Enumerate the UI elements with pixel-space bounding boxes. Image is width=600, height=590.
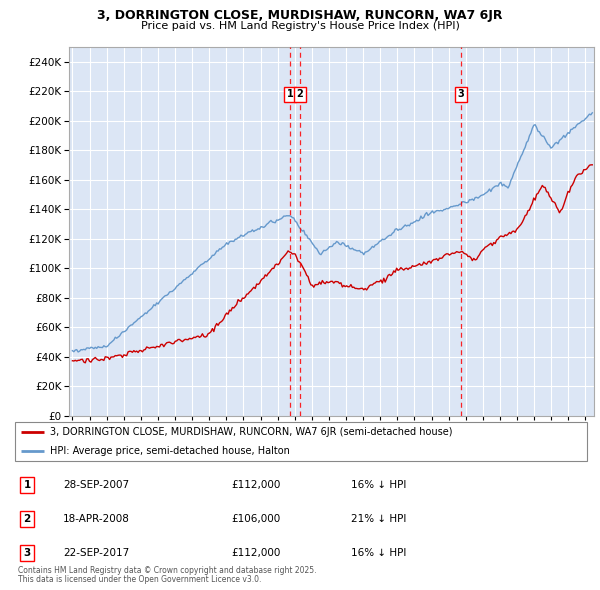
FancyBboxPatch shape [15, 422, 587, 461]
Text: 1: 1 [23, 480, 31, 490]
Text: 2: 2 [296, 90, 303, 99]
Text: 28-SEP-2007: 28-SEP-2007 [63, 480, 129, 490]
Text: 3, DORRINGTON CLOSE, MURDISHAW, RUNCORN, WA7 6JR: 3, DORRINGTON CLOSE, MURDISHAW, RUNCORN,… [97, 9, 503, 22]
Text: £112,000: £112,000 [231, 548, 280, 558]
Text: HPI: Average price, semi-detached house, Halton: HPI: Average price, semi-detached house,… [50, 446, 290, 456]
Text: 1: 1 [287, 90, 293, 99]
Text: Contains HM Land Registry data © Crown copyright and database right 2025.: Contains HM Land Registry data © Crown c… [18, 566, 317, 575]
Text: 3: 3 [23, 548, 31, 558]
Text: 2: 2 [23, 514, 31, 524]
Text: Price paid vs. HM Land Registry's House Price Index (HPI): Price paid vs. HM Land Registry's House … [140, 21, 460, 31]
Text: 3: 3 [458, 90, 464, 99]
Text: 3, DORRINGTON CLOSE, MURDISHAW, RUNCORN, WA7 6JR (semi-detached house): 3, DORRINGTON CLOSE, MURDISHAW, RUNCORN,… [50, 427, 452, 437]
Text: This data is licensed under the Open Government Licence v3.0.: This data is licensed under the Open Gov… [18, 575, 262, 584]
Text: £106,000: £106,000 [231, 514, 280, 524]
Text: 18-APR-2008: 18-APR-2008 [63, 514, 130, 524]
Text: 16% ↓ HPI: 16% ↓ HPI [351, 548, 406, 558]
Text: £112,000: £112,000 [231, 480, 280, 490]
Text: 21% ↓ HPI: 21% ↓ HPI [351, 514, 406, 524]
Text: 22-SEP-2017: 22-SEP-2017 [63, 548, 129, 558]
Text: 16% ↓ HPI: 16% ↓ HPI [351, 480, 406, 490]
